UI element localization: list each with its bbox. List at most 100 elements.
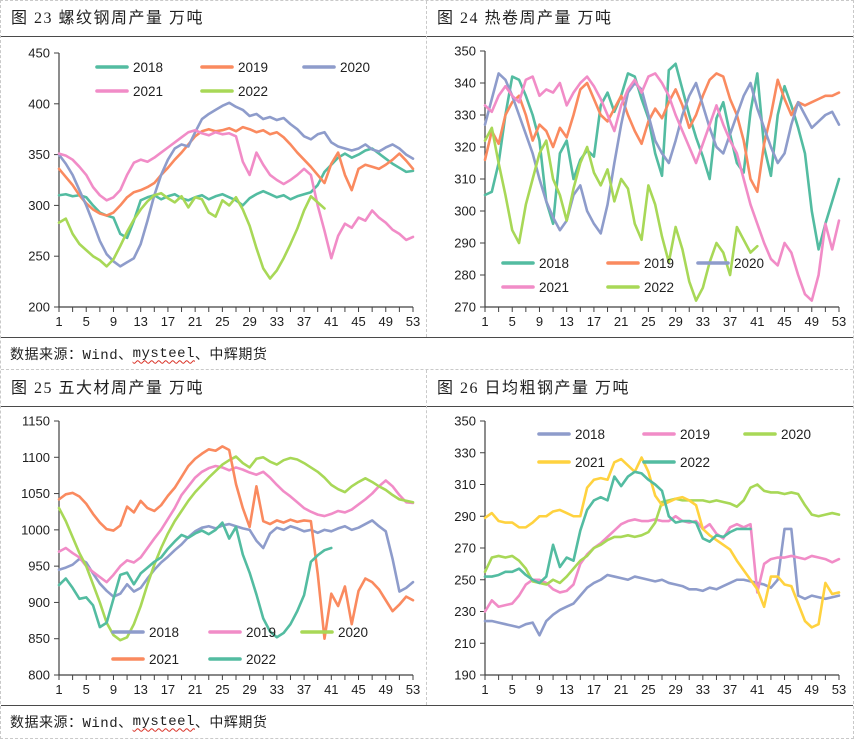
series-line-2022: [57, 521, 333, 639]
x-tick-label: 25: [215, 314, 229, 329]
series-line-2022: [483, 470, 752, 585]
source-row-1: 数据来源：Wind、 mysteel 、中辉期货: [1, 337, 853, 370]
x-tick-label: 29: [242, 314, 256, 329]
panel-title-fig26: 图 26 日均粗钢产量 万吨: [427, 370, 853, 407]
x-tick-label: 25: [641, 682, 655, 697]
x-tick-label: 25: [215, 682, 229, 697]
source-row-2: 数据来源：Wind、 mysteel 、中辉期货: [1, 705, 853, 737]
x-tick-label: 41: [750, 682, 764, 697]
y-tick-label: 320: [454, 140, 476, 155]
legend-label-2022: 2022: [680, 455, 710, 470]
x-tick-label: 49: [379, 682, 393, 697]
x-tick-label: 41: [750, 314, 764, 329]
x-tick-label: 5: [83, 682, 90, 697]
x-tick-label: 33: [270, 682, 284, 697]
x-tick-label: 41: [324, 314, 338, 329]
x-tick-label: 13: [133, 314, 147, 329]
legend-label-2018: 2018: [539, 256, 569, 271]
legend-label-2019: 2019: [644, 256, 674, 271]
y-tick-label: 310: [454, 477, 476, 492]
x-tick-label: 5: [509, 682, 516, 697]
y-tick-label: 330: [454, 108, 476, 123]
x-tick-label: 29: [668, 682, 682, 697]
y-tick-label: 1150: [22, 414, 50, 429]
x-tick-label: 21: [188, 682, 202, 697]
y-tick-label: 270: [454, 300, 476, 315]
legend-label-2020: 2020: [734, 256, 764, 271]
x-tick-label: 33: [270, 314, 284, 329]
x-tick-label: 17: [161, 682, 175, 697]
series-line-2019: [483, 514, 841, 613]
legend-label-2021: 2021: [149, 652, 179, 667]
legend-label-2019: 2019: [246, 625, 276, 640]
legend-label-2021: 2021: [133, 84, 163, 99]
y-tick-label: 330: [454, 445, 476, 460]
x-tick-label: 21: [188, 314, 202, 329]
x-tick-label: 9: [110, 682, 117, 697]
x-tick-label: 29: [242, 682, 256, 697]
legend-label-2018: 2018: [575, 427, 605, 442]
x-tick-label: 45: [777, 682, 791, 697]
x-tick-label: 13: [559, 682, 573, 697]
x-tick-label: 37: [297, 682, 311, 697]
x-tick-label: 1: [481, 682, 488, 697]
y-tick-label: 290: [454, 236, 476, 251]
source-text-prefix: 数据来源：Wind、: [10, 347, 133, 364]
charts-row-1: 图 23 螺纹钢周产量 万吨 200 250 300 350 400 450 1 5 9 13 17…: [1, 1, 853, 337]
chart-area-fig26: 190 210 230 250 270 290 310 330 350 1 5 9 13 17 21 25 29…: [427, 407, 853, 705]
series-line-2019: [483, 72, 841, 194]
x-tick-label: 29: [668, 314, 682, 329]
y-tick-label: 900: [28, 595, 50, 610]
x-tick-label: 21: [614, 682, 628, 697]
y-tick-label: 270: [454, 541, 476, 556]
x-tick-label: 41: [324, 682, 338, 697]
charts-row-2: 图 25 五大材周产量 万吨 800 850 900 950 1000 1050 1100 1…: [1, 370, 853, 705]
x-tick-label: 5: [83, 314, 90, 329]
x-tick-label: 37: [297, 314, 311, 329]
series-line-2018: [57, 147, 415, 240]
y-tick-label: 340: [454, 76, 476, 91]
source-text-mysteel: mysteel: [132, 713, 195, 730]
y-tick-label: 950: [28, 559, 50, 574]
source-text-prefix: 数据来源：Wind、: [10, 715, 133, 732]
y-tick-label: 350: [28, 147, 50, 162]
x-tick-label: 13: [133, 682, 147, 697]
chart-fig26-daily-crude-steel-output: 190 210 230 250 270 290 310 330 350 1 5 9 13 17 21 25 29…: [454, 414, 846, 698]
legend-label-2021: 2021: [539, 280, 569, 295]
y-tick-label: 280: [454, 268, 476, 283]
x-tick-label: 53: [832, 314, 846, 329]
legend-label-2022: 2022: [644, 280, 674, 295]
legend-label-2020: 2020: [338, 625, 368, 640]
series-line-2020: [57, 101, 415, 268]
x-tick-label: 1: [55, 682, 62, 697]
series-line-2021: [57, 128, 415, 260]
panel-fig25: 图 25 五大材周产量 万吨 800 850 900 950 1000 1050 1100 1…: [1, 370, 427, 705]
series-line-2020: [483, 72, 841, 235]
x-tick-label: 53: [832, 682, 846, 697]
series-line-2022: [483, 126, 759, 302]
x-tick-label: 37: [723, 682, 737, 697]
x-tick-label: 5: [509, 314, 516, 329]
x-tick-label: 37: [723, 314, 737, 329]
y-tick-label: 1000: [21, 522, 50, 537]
y-tick-label: 850: [28, 631, 50, 646]
y-tick-label: 290: [454, 509, 476, 524]
y-tick-label: 310: [454, 172, 476, 187]
x-tick-label: 49: [805, 682, 819, 697]
source-text-suffix: 、中辉期货: [194, 347, 268, 364]
x-tick-label: 49: [805, 314, 819, 329]
y-tick-label: 300: [454, 204, 476, 219]
series-line-2021: [57, 445, 415, 641]
chart-area-fig23: 200 250 300 350 400 450 1 5 9 13 17 21 25 29 33 37 41 45 4…: [1, 37, 426, 337]
legend-label-2022: 2022: [246, 652, 276, 667]
x-tick-label: 49: [379, 314, 393, 329]
x-tick-label: 21: [614, 314, 628, 329]
x-tick-label: 53: [406, 682, 420, 697]
series-line-2022: [57, 191, 326, 280]
y-tick-label: 350: [454, 44, 476, 59]
panel-fig24: 图 24 热卷周产量 万吨 270 280 290 300 310 320 330 340 35…: [427, 1, 853, 337]
panel-title-fig25: 图 25 五大材周产量 万吨: [1, 370, 426, 407]
legend-label-2022: 2022: [238, 84, 268, 99]
x-tick-label: 9: [110, 314, 117, 329]
